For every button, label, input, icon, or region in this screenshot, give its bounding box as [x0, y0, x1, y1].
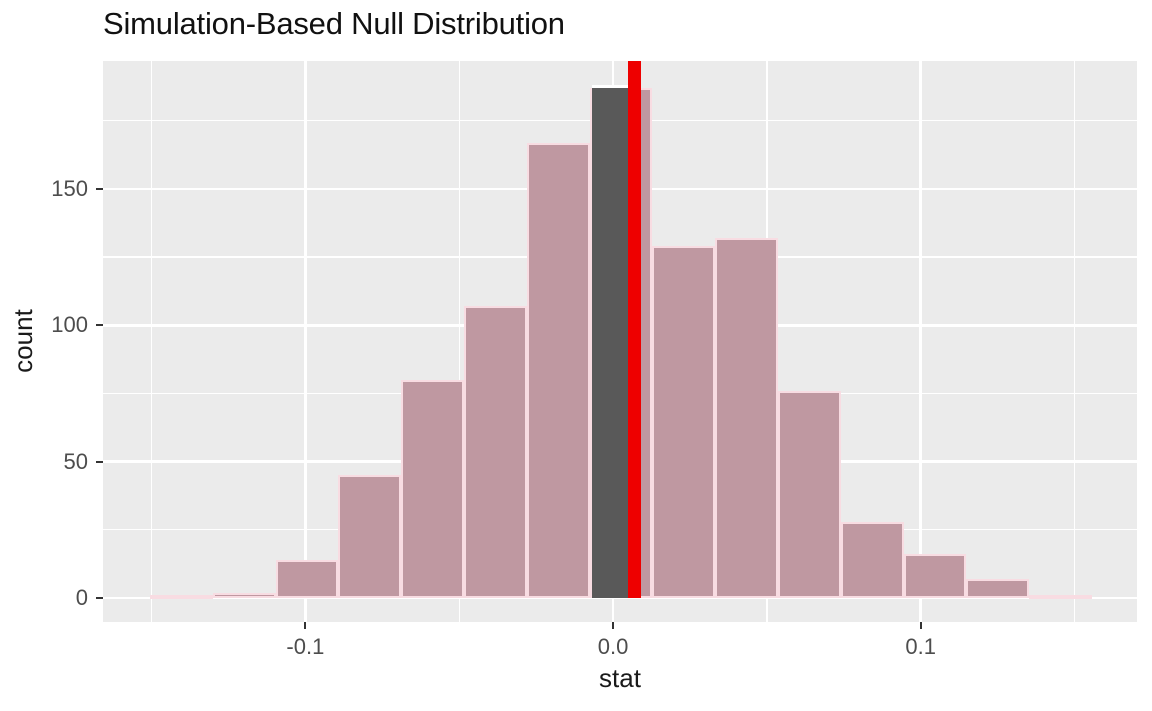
x-minor-gridline — [1073, 61, 1076, 622]
y-tick-mark — [96, 187, 103, 190]
x-tick-label: 0.1 — [905, 634, 936, 659]
y-tick-label: 100 — [51, 312, 88, 338]
histogram-bar — [401, 379, 464, 598]
plot-panel — [103, 61, 1137, 622]
x-major-gridline — [304, 61, 307, 622]
histogram-bar — [275, 559, 339, 598]
chart-title: Simulation-Based Null Distribution — [103, 6, 565, 41]
histogram-bar — [715, 238, 778, 598]
histogram-bar — [778, 390, 841, 598]
x-tick-mark — [919, 622, 922, 629]
histogram-bar — [1029, 595, 1092, 600]
y-tick-label: 0 — [75, 585, 88, 610]
x-tick-mark — [304, 622, 307, 629]
histogram-bar — [840, 521, 904, 598]
x-tick-label: -0.1 — [286, 634, 325, 659]
y-tick-mark — [96, 460, 103, 463]
histogram-bar — [338, 475, 402, 598]
y-tick-label: 50 — [63, 448, 88, 474]
histogram-bar — [464, 306, 527, 598]
observed-stat-line — [628, 61, 642, 598]
histogram-bar — [903, 554, 967, 598]
y-axis-title: count — [8, 309, 38, 373]
y-tick-mark — [96, 324, 103, 327]
histogram-bar — [652, 246, 716, 598]
x-major-gridline — [919, 61, 922, 622]
x-minor-gridline — [150, 61, 153, 622]
y-tick-label: 150 — [51, 175, 88, 201]
x-minor-gridline — [458, 61, 460, 622]
histogram-bar — [150, 595, 213, 600]
x-axis-title: stat — [599, 663, 641, 693]
highlighted-bin — [592, 85, 634, 598]
x-tick-label: 0.0 — [597, 634, 629, 659]
histogram-bar — [212, 592, 276, 598]
histogram-bar — [966, 578, 1030, 598]
histogram-bar — [526, 142, 590, 598]
y-tick-mark — [96, 597, 103, 599]
x-tick-mark — [612, 622, 615, 629]
